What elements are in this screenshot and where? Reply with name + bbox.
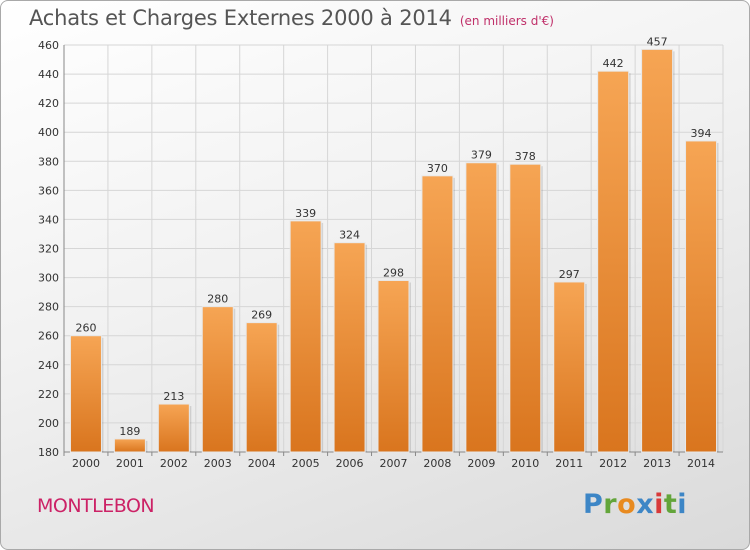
x-tick-label: 2007	[380, 457, 408, 470]
y-tick-label: 240	[38, 359, 59, 372]
data-label: 260	[75, 322, 96, 335]
bar	[553, 281, 586, 453]
data-label: 189	[119, 425, 140, 438]
data-label: 339	[295, 207, 316, 220]
bar	[333, 242, 366, 453]
data-label: 213	[163, 390, 184, 403]
data-labels: 260 189 213 280 269 339 324 298 370 379 378 297 442 4…	[75, 35, 711, 438]
chart-title-text: Achats et Charges Externes 2000 à 2014	[29, 6, 452, 30]
data-label: 298	[383, 266, 404, 279]
data-label: 324	[339, 229, 360, 242]
y-tick-label: 420	[38, 97, 59, 110]
bar	[421, 175, 454, 453]
data-label: 269	[251, 309, 272, 322]
x-tick-label: 2003	[204, 457, 232, 470]
x-tick-label: 2010	[511, 457, 539, 470]
data-label: 280	[207, 293, 228, 306]
y-tick-label: 460	[38, 39, 59, 52]
logo-letter: x	[636, 489, 655, 520]
x-tick-label: 2008	[423, 457, 451, 470]
x-tick-label: 2013	[643, 457, 671, 470]
bar	[465, 162, 498, 453]
y-tick-label: 260	[38, 330, 59, 343]
bar	[69, 335, 102, 453]
y-tick-label: 180	[38, 446, 59, 459]
data-label: 379	[471, 149, 492, 162]
y-tick-label: 360	[38, 184, 59, 197]
x-tick-label: 2004	[248, 457, 276, 470]
logo-letter: t	[663, 489, 678, 520]
logo-letter: P	[583, 489, 604, 520]
bars	[69, 48, 719, 453]
bar	[685, 140, 718, 453]
bar	[377, 279, 410, 453]
bar	[509, 163, 542, 453]
y-tick-label: 380	[38, 155, 59, 168]
x-tick-label: 2002	[160, 457, 188, 470]
data-label: 457	[647, 35, 668, 48]
data-label: 370	[427, 162, 448, 175]
data-label: 297	[559, 268, 580, 281]
y-tick-label: 280	[38, 301, 59, 314]
x-tick-label: 2005	[292, 457, 320, 470]
bar	[157, 403, 190, 453]
bar	[641, 48, 674, 453]
bar	[245, 322, 278, 453]
x-tick-label: 2012	[599, 457, 627, 470]
bar	[289, 220, 322, 453]
chart-title: Achats et Charges Externes 2000 à 2014 (e…	[29, 6, 554, 30]
bar	[201, 306, 234, 453]
y-tick-label: 220	[38, 388, 59, 401]
y-tick-label: 300	[38, 272, 59, 285]
x-tick-label: 2011	[555, 457, 583, 470]
location-label: MONTLEBON	[37, 495, 155, 517]
logo-letter: o	[617, 489, 637, 520]
bar	[113, 438, 146, 453]
y-tick-label: 200	[38, 417, 59, 430]
y-tick-label: 320	[38, 243, 59, 256]
y-tick-label: 340	[38, 213, 59, 226]
bar	[597, 70, 630, 453]
logo-letter: i	[677, 489, 688, 520]
y-tick-label: 400	[38, 126, 59, 139]
x-tick-label: 2006	[336, 457, 364, 470]
y-tick-label: 440	[38, 68, 59, 81]
x-tick-label: 2001	[116, 457, 144, 470]
proxiti-logo[interactable]: Proxiti	[583, 489, 687, 520]
x-tick-label: 2000	[72, 457, 100, 470]
x-tick-label: 2009	[467, 457, 495, 470]
axes: 180 200 220 240 260 280 300 320 340 360 380 400 420 4…	[38, 39, 723, 470]
logo-letter: r	[603, 489, 618, 520]
logo-letter: i	[654, 489, 664, 520]
chart-subtitle: (en milliers d'€)	[459, 14, 554, 28]
data-label: 442	[603, 57, 624, 70]
data-label: 394	[691, 127, 712, 140]
data-label: 378	[515, 150, 536, 163]
x-tick-label: 2014	[687, 457, 715, 470]
